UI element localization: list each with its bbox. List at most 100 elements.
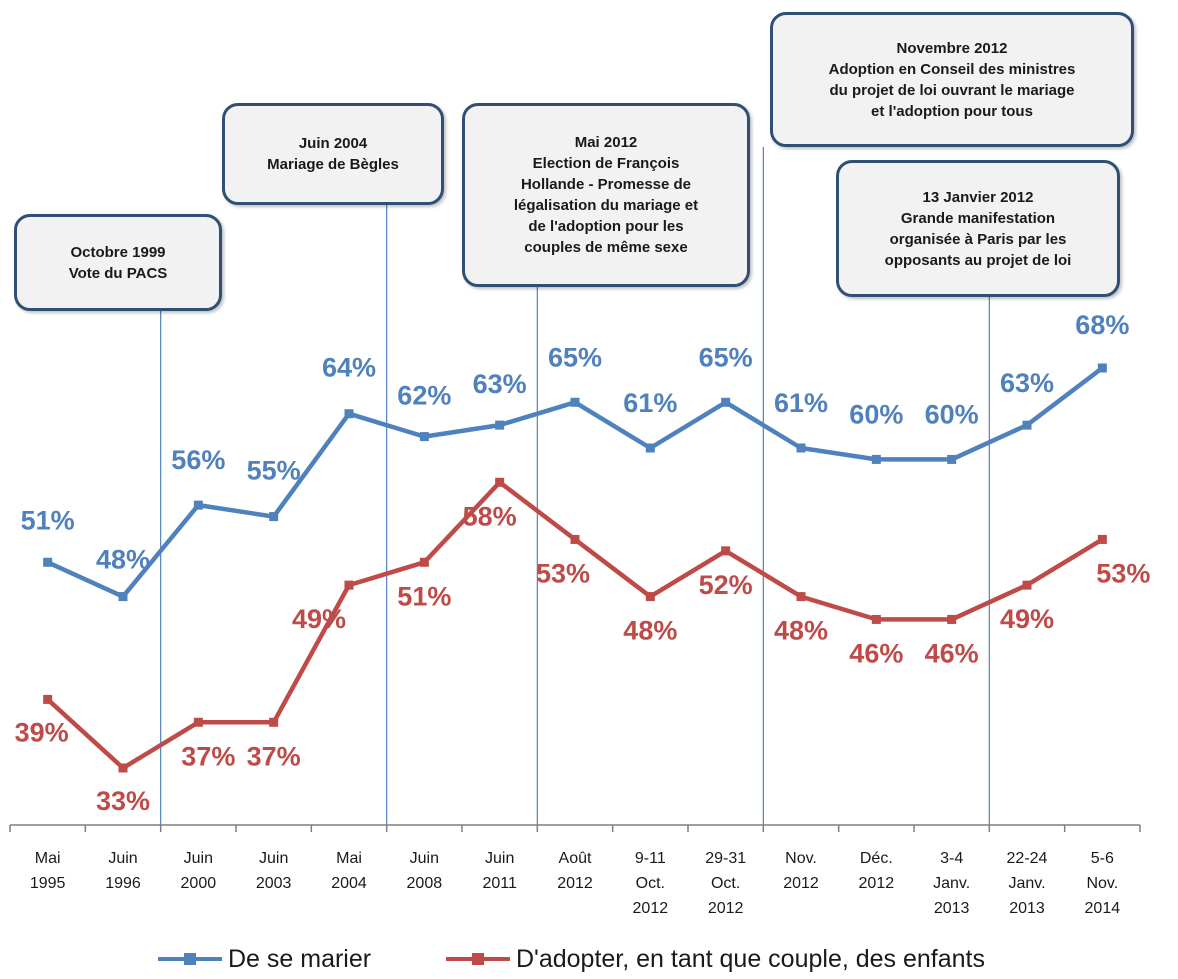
annotation-line: 13 Janvier 2012 <box>922 188 1034 206</box>
annotation-line: Octobre 1999 <box>70 243 166 261</box>
data-point-marker <box>947 454 957 464</box>
x-tick-label: 22-24 Janv. 2013 <box>1007 850 1048 917</box>
x-tick-label: 9-11 Oct. 2012 <box>633 850 669 917</box>
data-point-marker <box>43 694 53 704</box>
legend-swatch-blue <box>158 953 222 965</box>
data-point-marker <box>871 454 881 464</box>
data-point-marker <box>721 546 731 556</box>
data-point-marker <box>947 614 957 624</box>
data-label: 46% <box>849 638 903 668</box>
data-point-marker <box>419 432 429 442</box>
data-label: 48% <box>623 616 677 646</box>
data-label: 46% <box>925 638 979 668</box>
data-label: 56% <box>171 445 225 475</box>
data-label: 58% <box>463 501 517 531</box>
x-tick-label: Juin 2003 <box>256 850 292 892</box>
x-tick-label: Juin 1996 <box>105 850 141 892</box>
data-point-marker <box>1097 534 1107 544</box>
data-point-marker <box>570 397 580 407</box>
annotation-line: de l'adoption pour les <box>528 218 684 235</box>
series-line-adopter <box>46 480 1104 771</box>
annotation-line: Vote du PACS <box>68 264 168 282</box>
annotation-manifestation: 13 Janvier 2012 Grande manifestation org… <box>836 160 1120 297</box>
data-label: 39% <box>15 717 69 747</box>
data-label: 64% <box>322 353 376 383</box>
data-point-marker <box>269 512 279 522</box>
annotation-line: Novembre 2012 <box>896 39 1008 57</box>
data-label: 49% <box>1000 604 1054 634</box>
annotation-line: du projet de loi ouvrant le mariage <box>829 81 1075 99</box>
data-point-marker <box>193 500 203 510</box>
annotation-line: Hollande - Promesse de <box>520 176 692 193</box>
data-label: 63% <box>1000 368 1054 398</box>
data-point-marker <box>344 409 354 419</box>
data-label: 49% <box>292 604 346 634</box>
data-point-marker <box>645 592 655 602</box>
annotation-line: Adoption en Conseil des ministres <box>828 60 1076 78</box>
annotation-line: légalisation du mariage et <box>513 197 699 214</box>
data-label: 37% <box>181 741 235 771</box>
x-tick-label: 3-4 Janv. 2013 <box>933 850 970 917</box>
x-tick-label: 29-31 Oct. 2012 <box>705 850 746 917</box>
data-point-marker <box>43 557 53 567</box>
data-label: 62% <box>397 381 451 411</box>
data-label: 63% <box>473 369 527 399</box>
annotation-line: couples de même sexe <box>524 239 688 256</box>
x-tick-label: 5-6 Nov. 2014 <box>1085 850 1121 917</box>
data-point-marker <box>269 717 279 727</box>
annotation-hollande: Mai 2012 Election de François Hollande -… <box>462 103 750 287</box>
data-point-marker <box>645 443 655 453</box>
data-point-marker <box>570 534 580 544</box>
x-tick-label: Mai 1995 <box>30 850 66 892</box>
data-label: 61% <box>623 388 677 418</box>
data-point-marker <box>871 614 881 624</box>
data-label: 37% <box>247 741 301 771</box>
data-label: 55% <box>247 456 301 486</box>
data-label: 53% <box>1096 558 1150 588</box>
legend-label: De se marier <box>228 944 372 973</box>
annotation-line: Mai 2012 <box>574 134 638 151</box>
data-point-marker <box>193 717 203 727</box>
data-point-marker <box>796 443 806 453</box>
annotation-pacs: Octobre 1999 Vote du PACS <box>14 214 222 311</box>
data-point-marker <box>118 763 128 773</box>
data-label: 53% <box>536 558 590 588</box>
data-point-marker <box>1022 420 1032 430</box>
x-tick-label: Août 2012 <box>557 850 593 892</box>
annotation-line: et l'adoption pour tous <box>871 102 1033 120</box>
data-label: 51% <box>397 581 451 611</box>
annotation-line: opposants au projet de loi <box>884 251 1072 269</box>
data-point-marker <box>1097 363 1107 373</box>
data-point-marker <box>495 420 505 430</box>
x-tick-label: Déc. 2012 <box>859 850 895 892</box>
annotation-line: Juin 2004 <box>298 135 368 152</box>
data-point-marker <box>721 397 731 407</box>
data-label: 61% <box>774 388 828 418</box>
annotation-line: organisée à Paris par les <box>889 230 1067 248</box>
x-tick-label: Mai 2004 <box>331 850 367 892</box>
data-label: 33% <box>96 786 150 816</box>
annotation-line: Grande manifestation <box>900 209 1056 227</box>
legend-swatch-red <box>446 953 510 965</box>
legend-label: D'adopter, en tant que couple, des enfan… <box>516 944 986 973</box>
annotation-conseil-ministres: Novembre 2012 Adoption en Conseil des mi… <box>770 12 1134 147</box>
data-label: 65% <box>548 342 602 372</box>
annotation-line: Mariage de Bègles <box>267 156 399 173</box>
data-label: 65% <box>699 342 753 372</box>
data-point-marker <box>118 592 128 602</box>
legend-item-adopter: D'adopter, en tant que couple, des enfan… <box>446 942 985 976</box>
data-point-marker <box>419 557 429 567</box>
data-label: 60% <box>849 399 903 429</box>
data-label: 60% <box>925 399 979 429</box>
data-label: 48% <box>774 616 828 646</box>
x-tick-label: Juin 2000 <box>181 850 217 892</box>
annotation-begles: Juin 2004 Mariage de Bègles <box>222 103 444 205</box>
x-tick-label: Juin 2011 <box>482 850 517 892</box>
x-tick-label: Juin 2008 <box>407 850 443 892</box>
annotation-line: Election de François <box>532 155 680 172</box>
data-label: 48% <box>96 545 150 575</box>
data-point-marker <box>344 580 354 590</box>
x-tick-label: Nov. 2012 <box>783 850 819 892</box>
data-point-marker <box>796 592 806 602</box>
data-point-marker <box>495 477 505 487</box>
